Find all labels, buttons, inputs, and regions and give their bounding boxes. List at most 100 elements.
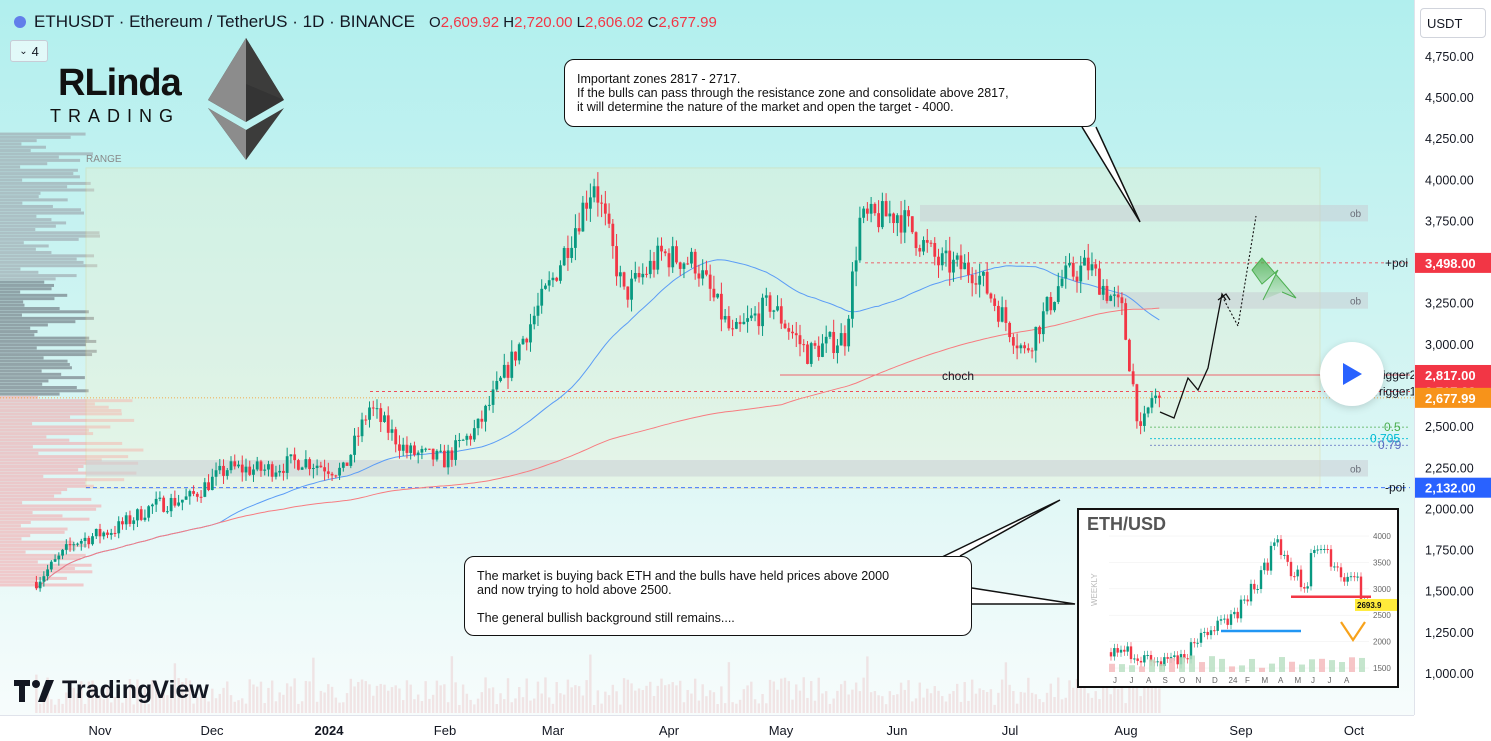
profile-row <box>0 257 77 261</box>
time-tick-label: Feb <box>434 723 456 738</box>
symbol-title[interactable]: ETHUSDT · Ethereum / TetherUS · 1D · BIN… <box>34 12 416 31</box>
profile-row <box>0 149 31 153</box>
volume-bar <box>342 702 345 713</box>
profile-row <box>0 455 129 459</box>
candle-body <box>768 295 772 312</box>
inset-candle <box>1209 630 1213 636</box>
candle-body <box>469 435 472 440</box>
candle-body <box>967 262 970 275</box>
volume-bar <box>196 697 199 713</box>
volume-bar <box>1128 681 1131 713</box>
inset-candle <box>1189 642 1193 660</box>
candle-body <box>607 213 611 224</box>
candle-body <box>1105 285 1109 301</box>
volume-bar <box>300 701 304 713</box>
candle-body <box>72 544 76 546</box>
price-tick-label: 1,500.00 <box>1425 585 1474 599</box>
profile-row <box>0 142 22 146</box>
volume-bar <box>851 689 854 713</box>
candle-body <box>630 278 633 300</box>
candle-body <box>1015 345 1019 349</box>
volume-bar <box>708 690 712 713</box>
profile-row <box>0 494 55 498</box>
volume-bar <box>982 690 985 713</box>
inset-volume-bar <box>1269 663 1275 672</box>
volume-bar <box>862 677 865 713</box>
inset-candle <box>1286 554 1289 562</box>
volume-bar <box>147 704 150 713</box>
ethereum-logo-icon <box>208 38 284 160</box>
profile-row <box>0 155 59 159</box>
time-axis[interactable]: Nov Dec 2024 Feb Mar Apr May Jun Jul Aug Sep Oct <box>0 715 1414 741</box>
indicators-toggle-button[interactable]: ⌄ 4 <box>10 40 48 62</box>
currency-button[interactable]: USDT <box>1420 8 1486 38</box>
price-label-tag <box>1415 477 1491 498</box>
candle-body <box>330 473 334 476</box>
symbol-header[interactable]: ETHUSDT · Ethereum / TetherUS · 1D · BIN… <box>14 10 717 34</box>
candle-body <box>708 274 712 289</box>
candle-body <box>686 263 690 265</box>
candle-body <box>139 509 143 520</box>
profile-row <box>0 343 86 347</box>
candle-body <box>903 210 907 233</box>
candle-body <box>532 315 536 325</box>
candle-body <box>585 202 589 209</box>
candle-body <box>562 247 566 266</box>
volume-bar <box>551 703 555 713</box>
candle-body <box>1098 268 1101 295</box>
volume-bar <box>727 662 731 713</box>
candle-body <box>151 504 154 507</box>
inset-x-label: F <box>1245 676 1250 685</box>
profile-row <box>0 484 94 488</box>
inset-volume-bar <box>1159 664 1165 672</box>
volume-bar <box>705 696 708 713</box>
candle-body <box>1139 421 1143 426</box>
volume-bar <box>824 691 828 713</box>
price-axis[interactable]: 1,000.00 1,250.00 1,500.00 1,750.00 2,000.00… <box>1414 0 1491 715</box>
inset-x-label: A <box>1344 676 1350 685</box>
candle-body <box>592 186 596 198</box>
profile-row <box>0 376 85 380</box>
volume-bar <box>158 697 162 713</box>
profile-row <box>0 280 45 284</box>
tradingview-logo[interactable]: TradingView <box>14 676 209 705</box>
candle-body <box>645 273 648 275</box>
low-label: L <box>576 13 586 31</box>
volume-bar <box>671 682 674 713</box>
volume-bar <box>1004 662 1008 713</box>
candle-body <box>109 532 113 535</box>
inset-x-label: A <box>1146 676 1152 685</box>
inset-candle <box>1176 655 1179 665</box>
price-label-tag <box>1415 252 1491 273</box>
profile-row <box>0 557 81 561</box>
volume-bar <box>1154 687 1157 713</box>
volume-bar <box>540 693 543 713</box>
play-button[interactable] <box>1320 342 1384 406</box>
callout-top-line2: If the bulls can pass through the resist… <box>577 86 1009 100</box>
price-label-tag <box>1415 387 1491 408</box>
candle-body <box>734 321 738 329</box>
volume-bar <box>660 678 663 713</box>
candle-body <box>821 343 824 357</box>
candle-body <box>828 331 832 337</box>
volume-bar <box>914 698 918 713</box>
profile-row <box>0 511 33 515</box>
inset-volume-bar <box>1189 655 1195 672</box>
candle-body <box>570 247 574 258</box>
candle-body <box>738 321 742 325</box>
volume-bar <box>416 694 420 713</box>
volume-bar <box>956 683 959 713</box>
volume-bar <box>293 678 296 713</box>
price-label-tag <box>1415 364 1491 385</box>
candle-body <box>435 450 439 460</box>
candle-body <box>338 467 341 476</box>
inset-volume-bar <box>1309 659 1315 672</box>
profile-row <box>0 530 65 534</box>
candle-body <box>57 555 61 560</box>
profile-row <box>0 520 31 524</box>
candle-body <box>802 344 806 346</box>
candle-body <box>603 203 607 214</box>
volume-bar <box>1116 689 1120 713</box>
inset-price-tag <box>1355 598 1399 611</box>
